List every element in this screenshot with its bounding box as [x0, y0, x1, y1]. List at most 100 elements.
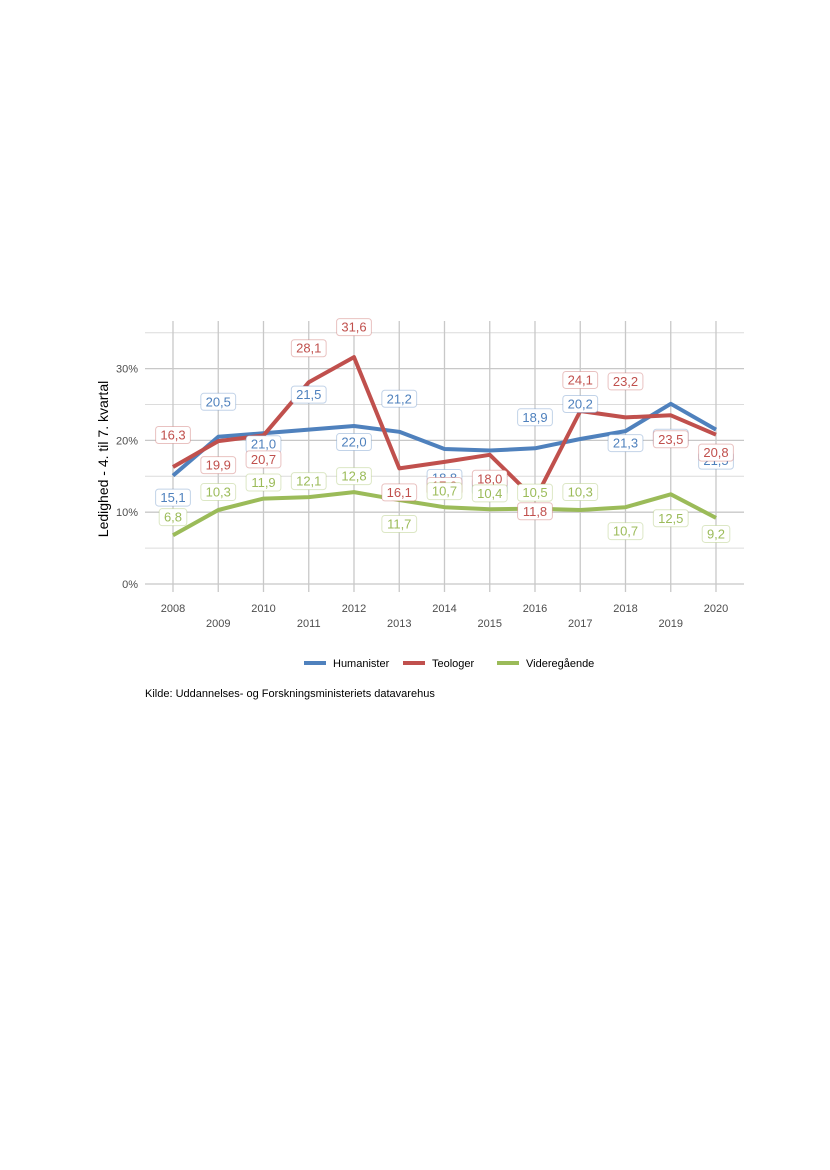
data-label-text: 21,0 [251, 437, 276, 452]
data-label-box [517, 408, 553, 427]
data-label-text: 6,8 [164, 510, 182, 525]
data-label-box [155, 425, 191, 444]
data-label-text: 11,9 [251, 475, 275, 490]
series-line-teologer [172, 355, 717, 502]
data-label-box [381, 514, 418, 533]
data-label-text: 10,3 [206, 485, 231, 500]
data-label-text: 31,6 [341, 320, 366, 335]
data-label-text: 20,5 [206, 394, 231, 409]
data-label-box [245, 450, 282, 469]
data-label-videregående: 10,7 [426, 482, 463, 501]
data-label-text: 19,9 [206, 458, 231, 473]
data-label-box [336, 318, 372, 337]
data-label-humanister: 21,5 [290, 385, 327, 404]
data-label-box [562, 483, 599, 502]
data-label-text: 24,1 [568, 372, 593, 387]
data-label-videregående: 10,3 [200, 483, 237, 502]
data-label-teologer: 20,7 [245, 450, 282, 469]
data-label-teologer: 11,8 [517, 502, 553, 521]
data-label-text: 20,7 [251, 452, 276, 467]
data-label-box [607, 522, 644, 541]
data-label-teologer: 20,8 [698, 443, 734, 462]
data-label-text: 12,8 [341, 469, 366, 484]
data-label-humanister: 20,2 [562, 394, 599, 413]
data-label-humanister: 20,5 [200, 392, 237, 411]
data-label-humanister: 18,9 [517, 408, 553, 427]
data-label-box [155, 488, 191, 507]
x-tick-label: 2015 [478, 618, 502, 630]
legend: Humanister Teologer Videregående [304, 658, 594, 670]
data-label-text: 16,1 [387, 485, 412, 500]
legend-label-teologer: Teologer [432, 658, 475, 670]
data-label-text: 21,5 [296, 387, 321, 402]
series-lines [171, 355, 717, 537]
data-label-box [471, 484, 508, 503]
data-label-videregående: 10,7 [607, 522, 644, 541]
data-label-humanister: 15,1 [155, 488, 191, 507]
data-label-box [381, 389, 418, 408]
data-label-text: 9,2 [707, 526, 725, 541]
data-label-teologer: 16,1 [381, 483, 418, 502]
data-label-videregående: 11,9 [245, 473, 282, 492]
data-label-videregående: 10,3 [562, 483, 599, 502]
data-label-text: 20,8 [703, 445, 728, 460]
x-tick-label: 2011 [297, 618, 321, 630]
data-label-text: 10,5 [522, 485, 547, 500]
data-label-box [200, 483, 237, 502]
x-tick-label: 2019 [659, 618, 683, 630]
data-label-text: 23,5 [658, 432, 683, 447]
data-label-humanister: 22,0 [336, 433, 372, 452]
data-label-text: 10,7 [613, 524, 638, 539]
x-tick-label: 2016 [523, 603, 547, 615]
data-label-box [245, 473, 282, 492]
data-label-box [290, 472, 327, 491]
data-label-videregående: 12,1 [290, 472, 327, 491]
data-label-text: 10,7 [432, 484, 457, 499]
data-label-text: 16,3 [160, 427, 185, 442]
data-label-videregående: 10,5 [517, 483, 553, 502]
data-label-box [607, 434, 644, 453]
grid [145, 321, 744, 592]
data-label-text: 21,2 [387, 391, 412, 406]
data-label-box [562, 370, 599, 389]
x-tick-label: 2020 [704, 603, 728, 615]
data-label-box [562, 394, 599, 413]
x-tick-label: 2014 [432, 603, 456, 615]
y-tick-label: 0% [122, 579, 138, 591]
data-label-videregående: 12,8 [336, 467, 372, 486]
data-label-box [426, 482, 463, 501]
data-label-box [290, 339, 327, 358]
data-label-teologer: 23,5 [652, 430, 689, 449]
axes: 0% 10% 20% 30% 2008 2009 2010 2011 2012 2013 2014 2… [116, 364, 728, 630]
data-label-text: 23,2 [613, 374, 638, 389]
data-label-text: 10,4 [477, 486, 502, 501]
data-label-videregående: 6,8 [158, 508, 188, 527]
data-label-text: 18,0 [477, 471, 502, 486]
legend-label-humanister: Humanister [333, 658, 390, 670]
data-label-box [381, 483, 418, 502]
source-caption: Kilde: Uddannelses- og Forskningsministe… [145, 688, 435, 700]
data-label-text: 15,1 [160, 490, 185, 505]
x-tick-label: 2017 [568, 618, 592, 630]
legend-label-videregående: Videregående [526, 658, 594, 670]
data-label-text: 28,1 [296, 341, 321, 356]
x-tick-label: 2012 [342, 603, 366, 615]
y-axis-title: Ledighed - 4. til 7. kvartal [95, 381, 111, 537]
data-label-teologer: 16,3 [155, 425, 191, 444]
data-label-videregående: 10,4 [471, 484, 508, 503]
data-label-box [200, 392, 237, 411]
data-label-box [336, 467, 372, 486]
x-tick-label: 2018 [613, 603, 637, 615]
data-label-box [652, 430, 689, 449]
data-label-text: 11,8 [523, 504, 547, 519]
y-tick-label: 10% [116, 507, 138, 519]
data-label-text: 21,3 [613, 436, 638, 451]
data-label-text: 10,3 [568, 485, 593, 500]
data-label-text: 11,7 [387, 516, 411, 531]
data-label-text: 12,5 [658, 511, 683, 526]
data-label-teologer: 18,0 [471, 469, 508, 488]
data-label-box [607, 372, 644, 391]
data-label-teologer: 24,1 [562, 370, 599, 389]
data-label-teologer: 19,9 [200, 456, 237, 475]
